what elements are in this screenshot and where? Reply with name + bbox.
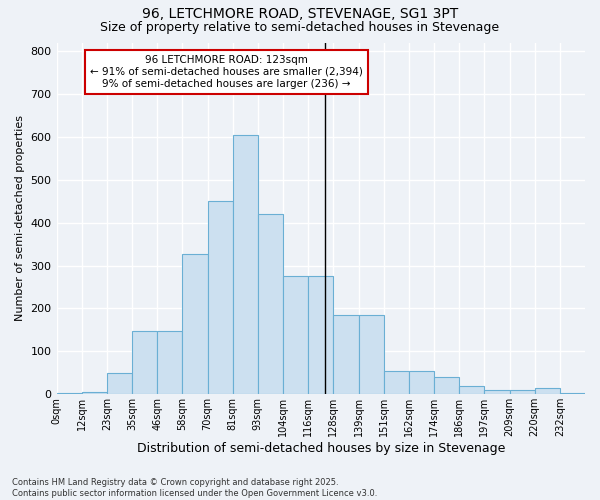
Bar xyxy=(334,315,359,394)
Text: Contains HM Land Registry data © Crown copyright and database right 2025.
Contai: Contains HM Land Registry data © Crown c… xyxy=(12,478,377,498)
Bar xyxy=(132,331,157,394)
Bar xyxy=(409,370,434,394)
Bar xyxy=(383,370,409,394)
Text: 96, LETCHMORE ROAD, STEVENAGE, SG1 3PT: 96, LETCHMORE ROAD, STEVENAGE, SG1 3PT xyxy=(142,8,458,22)
Text: Size of property relative to semi-detached houses in Stevenage: Size of property relative to semi-detach… xyxy=(100,21,500,34)
Bar xyxy=(359,315,383,394)
Bar xyxy=(459,386,484,394)
Bar xyxy=(82,392,107,394)
Bar xyxy=(434,377,459,394)
Text: 96 LETCHMORE ROAD: 123sqm
← 91% of semi-detached houses are smaller (2,394)
9% o: 96 LETCHMORE ROAD: 123sqm ← 91% of semi-… xyxy=(90,56,363,88)
Bar xyxy=(258,214,283,394)
Bar xyxy=(283,276,308,394)
Y-axis label: Number of semi-detached properties: Number of semi-detached properties xyxy=(15,116,25,322)
Bar xyxy=(182,254,208,394)
Bar xyxy=(208,201,233,394)
Bar xyxy=(509,390,535,394)
Bar xyxy=(233,134,258,394)
Bar xyxy=(107,373,132,394)
X-axis label: Distribution of semi-detached houses by size in Stevenage: Distribution of semi-detached houses by … xyxy=(137,442,505,455)
Bar xyxy=(308,276,334,394)
Bar xyxy=(157,331,182,394)
Bar xyxy=(484,390,509,394)
Bar xyxy=(535,388,560,394)
